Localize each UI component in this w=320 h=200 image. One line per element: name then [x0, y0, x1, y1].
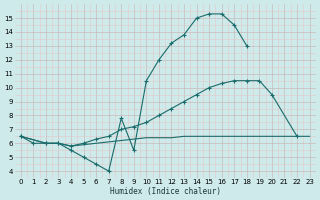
X-axis label: Humidex (Indice chaleur): Humidex (Indice chaleur)	[110, 187, 221, 196]
